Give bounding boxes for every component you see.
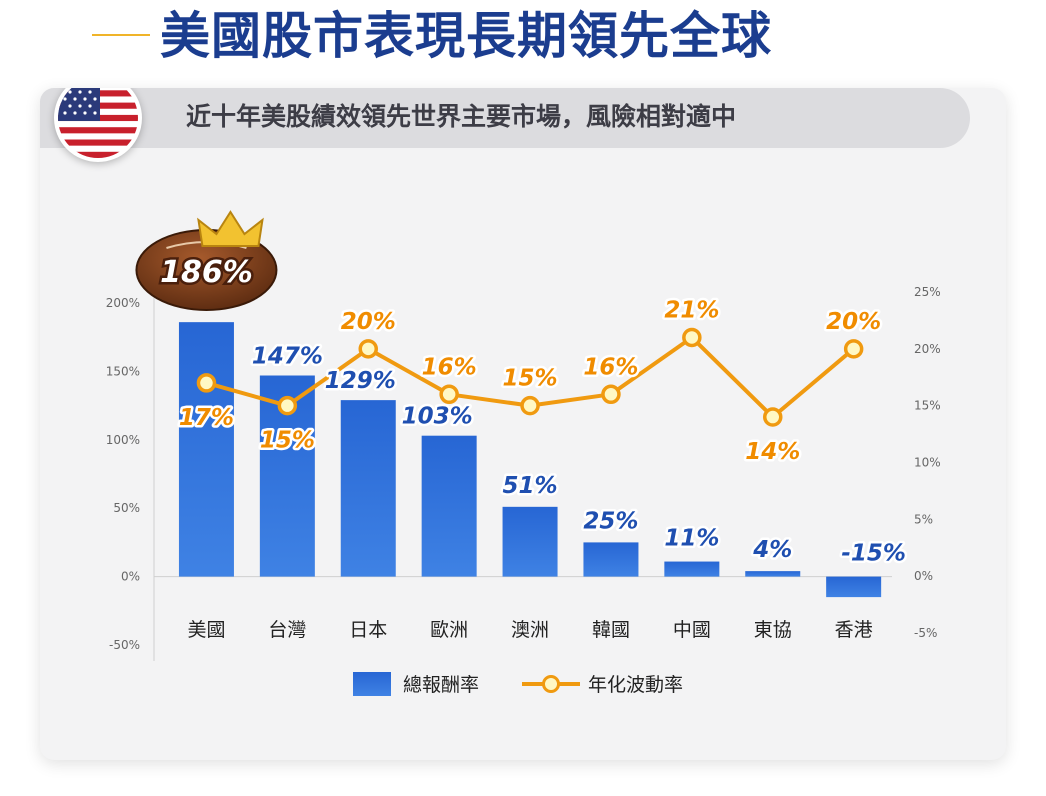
category-label: 香港 — [835, 619, 873, 641]
top-bar-value-label: 186% — [160, 255, 253, 290]
right-tick-label: 25% — [914, 285, 941, 299]
left-tick-label: 0% — [121, 570, 140, 584]
line-point — [601, 384, 621, 405]
volatility-value-label: 21% — [664, 297, 719, 323]
right-tick-label: 5% — [914, 512, 933, 526]
subtitle: 近十年美股績效領先世界主要市場，風險相對適中 — [186, 102, 737, 131]
volatility-value-label: 15% — [503, 366, 558, 392]
legend-line-label: 年化波動率 — [588, 674, 683, 696]
bar-value-label: 4% — [752, 537, 792, 563]
volatility-value-label: 16% — [583, 354, 638, 380]
legend-bar-swatch — [353, 672, 391, 696]
line-point — [763, 407, 783, 427]
bar — [340, 400, 396, 577]
right-tick-label: 10% — [914, 456, 941, 470]
left-tick-label: 200% — [106, 296, 140, 310]
category-label: 台灣 — [268, 619, 306, 641]
legend: 總報酬率 年化波動率 — [353, 672, 683, 696]
category-label: 美國 — [187, 619, 225, 641]
line-point — [843, 339, 864, 359]
legend-bar-label: 總報酬率 — [403, 674, 479, 696]
value-labels: 147%129%103% 51% 25% 11% 4% -15% 17% 15% 20% 16% 1… — [176, 295, 908, 569]
left-tick-label: 50% — [113, 501, 140, 515]
right-tick-label: 0% — [914, 569, 933, 583]
right-tick-label: 15% — [914, 399, 941, 413]
category-label: 歐洲 — [430, 619, 468, 641]
bar-value-label: 51% — [503, 473, 558, 499]
bar-value-label: 25% — [583, 508, 638, 534]
category-label: 澳洲 — [511, 619, 549, 641]
legend-line-point — [542, 675, 560, 693]
us-flag-icon — [54, 88, 142, 162]
bars — [178, 322, 882, 598]
category-label: 東協 — [754, 619, 792, 641]
line-point — [277, 395, 298, 416]
crown-icon — [197, 210, 264, 247]
subtitle-banner: 近十年美股績效領先世界主要市場，風險相對適中 — [40, 88, 970, 148]
bar — [583, 542, 639, 577]
volatility-value-label: 15% — [260, 428, 315, 454]
volatility-line — [196, 327, 864, 427]
bar-value-label: 103% — [402, 404, 473, 430]
bar — [502, 506, 558, 577]
category-label: 日本 — [349, 619, 387, 641]
volatility-value-label: 20% — [826, 309, 881, 335]
bar-value-label: 129% — [325, 368, 396, 394]
category-label: 韓國 — [592, 619, 630, 641]
bar — [178, 322, 234, 577]
bar — [826, 576, 882, 598]
volatility-value-label: 17% — [179, 405, 234, 431]
line-point — [520, 395, 540, 416]
bar-value-label: -15% — [841, 541, 906, 567]
category-label: 中國 — [673, 619, 711, 641]
bar-value-label: 11% — [664, 526, 719, 552]
line-point — [196, 373, 217, 393]
bar — [421, 435, 477, 577]
bar — [745, 571, 801, 577]
right-tick-label: -5% — [914, 626, 937, 640]
title-accent-line — [92, 34, 150, 36]
left-tick-label: 150% — [106, 364, 140, 378]
line-point — [358, 339, 378, 359]
bar-value-label: 147% — [252, 344, 323, 370]
page-title: 美國股市表現長期領先全球 — [160, 7, 772, 65]
title-area: 美國股市表現長期領先全球 — [0, 0, 1046, 80]
volatility-value-label: 20% — [341, 309, 396, 335]
right-tick-label: 20% — [914, 342, 941, 356]
line-point — [682, 327, 702, 348]
left-tick-label: 100% — [106, 433, 140, 447]
crown-football-badge-icon: 186% — [135, 210, 278, 311]
line-point — [439, 384, 459, 405]
volatility-value-label: 14% — [745, 439, 800, 465]
left-tick-label: -50% — [109, 638, 140, 652]
bar — [664, 561, 720, 577]
volatility-value-label: 16% — [422, 354, 477, 380]
